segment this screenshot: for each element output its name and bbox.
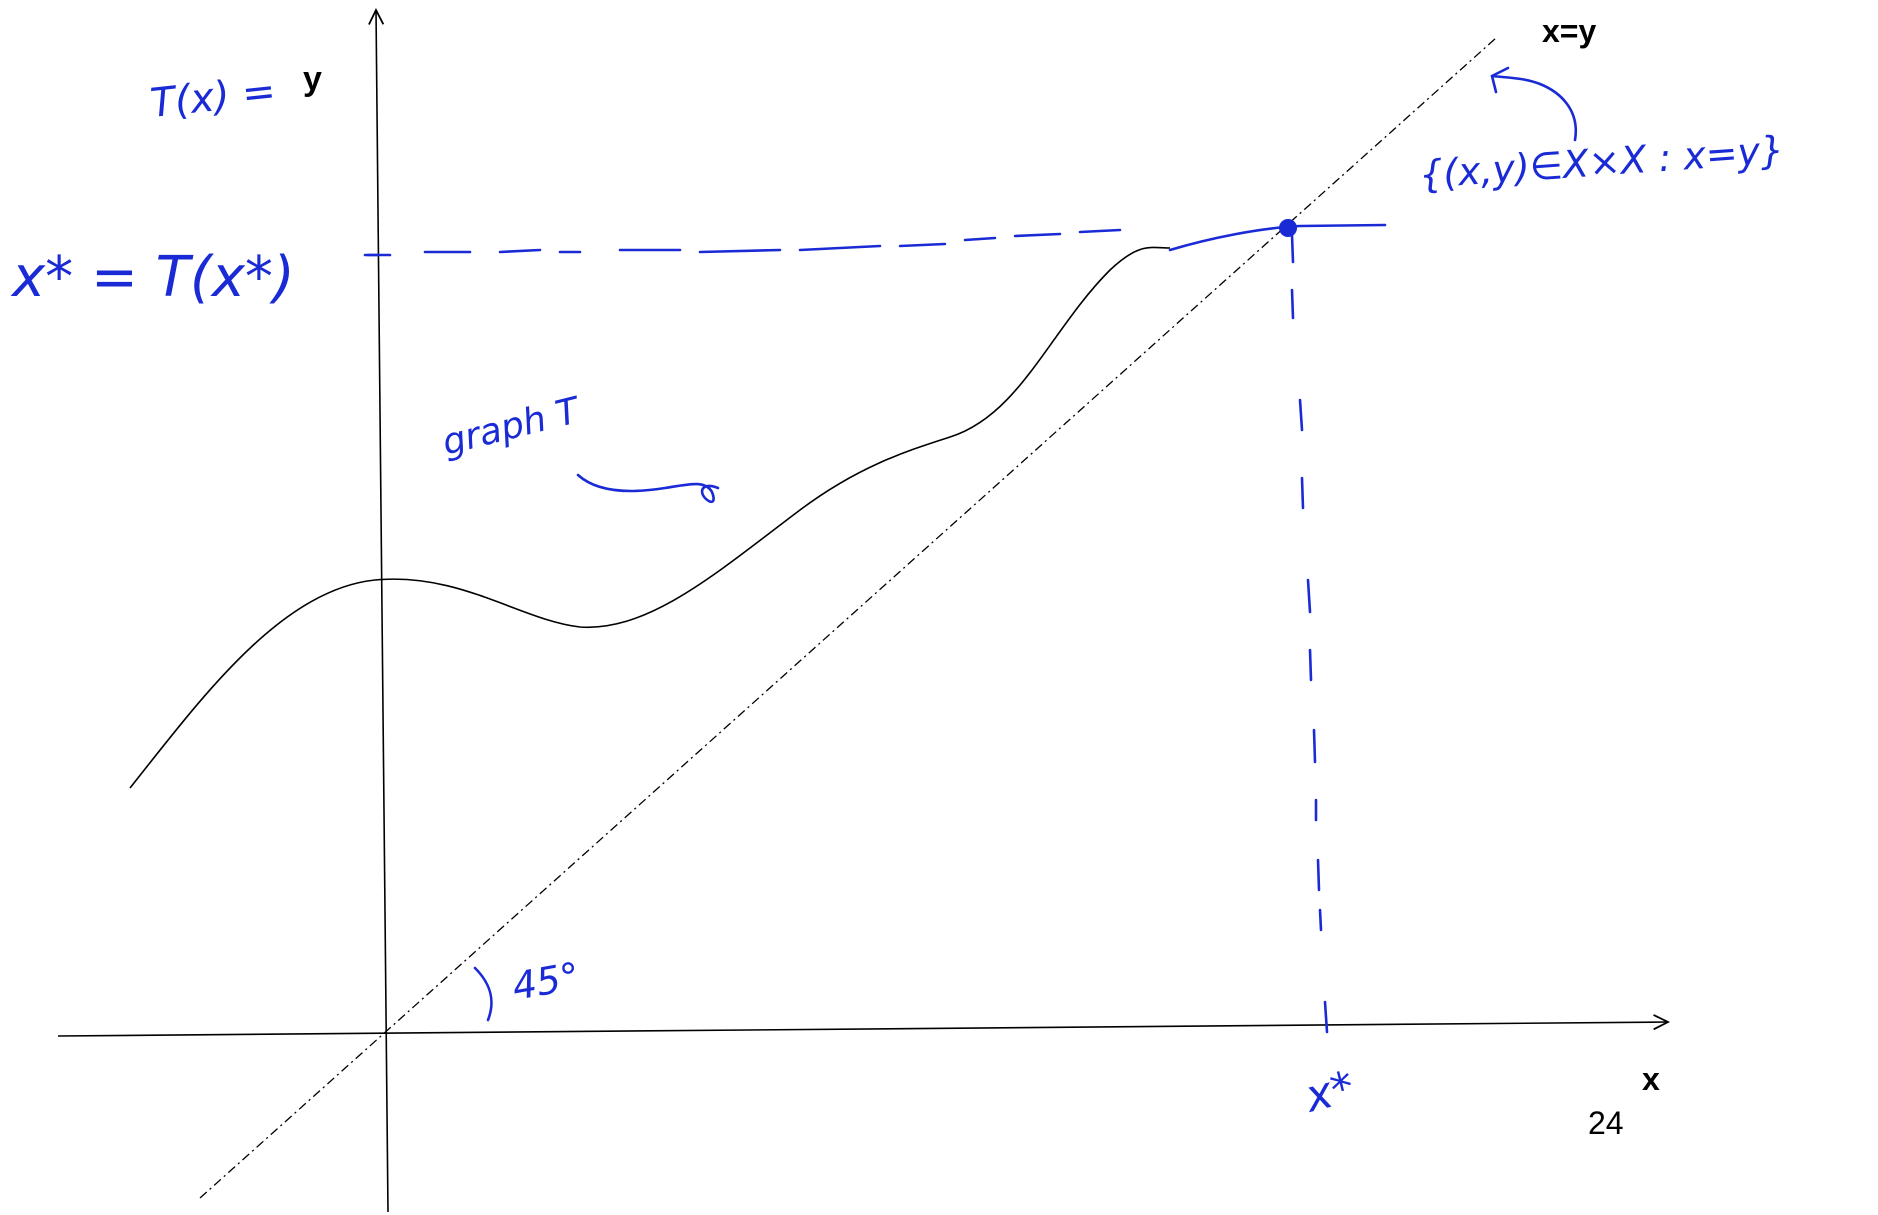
fixed-point-x-label: x* (1298, 1062, 1359, 1124)
squiggle-arrow-icon (576, 473, 720, 504)
diagonal-set-label: {(x,y)∈X×X : x=y} (1418, 128, 1786, 197)
fixed-point-segment (1168, 223, 1387, 252)
x-axis (57, 1022, 1668, 1037)
y-axis (376, 10, 389, 1213)
handwritten-annotations (363, 66, 1578, 1034)
graph-t-label: graph T (438, 390, 586, 464)
fixed-point-dashed-vertical (1290, 233, 1323, 932)
page-number: 24 (1588, 1105, 1624, 1141)
x-axis-label: x (1642, 1061, 1660, 1097)
curved-arrow-head (1490, 66, 1510, 94)
graph-t-curve (129, 246, 1171, 789)
diagonal-line (199, 37, 1497, 1199)
y-axis-label-suffix: y (303, 60, 322, 98)
fixed-point-value-label: x* = T(x*) (10, 245, 295, 310)
fixed-point-dashed-horizontal (363, 228, 1122, 257)
angle-arc (473, 966, 493, 1022)
x-axis-tick (1323, 1000, 1329, 1034)
curved-arrow-icon (1490, 74, 1578, 142)
diagonal-label: x=y (1542, 13, 1596, 49)
fixed-point-dot (1279, 219, 1297, 237)
y-axis-label-handwritten: T(x) = (148, 68, 278, 127)
angle-label: 45° (509, 954, 583, 1009)
